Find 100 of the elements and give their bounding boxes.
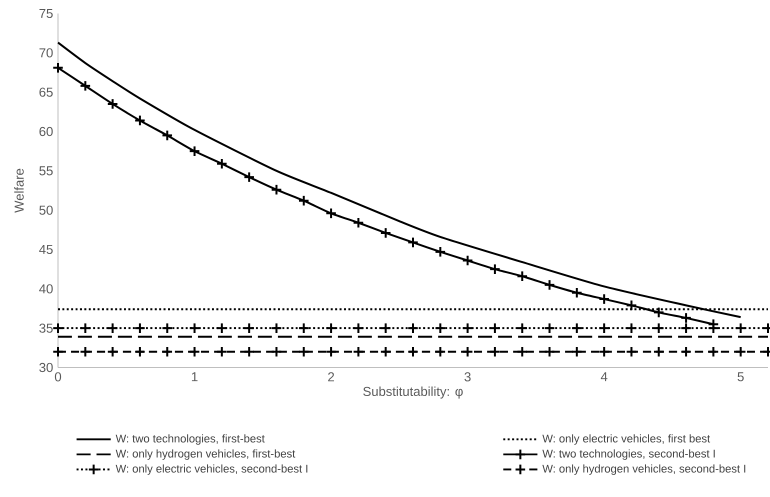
point (708, 322, 720, 334)
x-tick-label: 4 (600, 372, 608, 382)
point (544, 346, 556, 358)
y-tick-label: 40 (39, 284, 53, 294)
point (270, 346, 282, 358)
legend-label: W: only electric vehicles, first best (542, 434, 710, 445)
legend-label: W: only hydrogen vehicles, first-best (116, 449, 296, 460)
point (434, 346, 446, 358)
point (134, 114, 146, 126)
point (626, 346, 638, 358)
legend-label: W: only electric vehicles, second-best I (116, 464, 308, 475)
point (407, 346, 419, 358)
point (626, 322, 638, 334)
point (598, 322, 610, 334)
point (489, 322, 501, 334)
point (325, 208, 337, 220)
point (134, 346, 146, 358)
point (598, 293, 610, 305)
x-tick-label: 3 (464, 372, 471, 382)
point (216, 158, 228, 170)
point (216, 322, 228, 334)
point (325, 322, 337, 334)
point (462, 346, 474, 358)
point (270, 184, 282, 196)
point (571, 286, 583, 299)
point (489, 346, 501, 358)
y-tick-label: 45 (39, 244, 53, 254)
point (161, 322, 174, 334)
point (243, 322, 255, 334)
point (680, 312, 692, 324)
point (325, 346, 337, 358)
point (516, 270, 528, 282)
point (544, 279, 556, 291)
point (462, 254, 474, 266)
point (352, 322, 364, 334)
point (106, 346, 118, 358)
point (652, 322, 665, 334)
point (352, 216, 364, 229)
legend-label: W: only hydrogen vehicles, second-best I (542, 464, 746, 475)
point (188, 322, 200, 334)
point (380, 346, 392, 358)
y-tick-label: 30 (39, 362, 53, 372)
point (516, 322, 528, 334)
point (106, 98, 118, 110)
y-tick-label: 65 (39, 88, 53, 97)
point (434, 246, 446, 258)
point (52, 322, 64, 334)
point (270, 322, 282, 334)
point (380, 227, 392, 239)
point (80, 80, 92, 92)
point (626, 300, 638, 312)
legend-label: W: two technologies, second-best I (542, 449, 715, 460)
x-axis-title: Substitutability: φ (363, 386, 463, 399)
point (680, 346, 692, 358)
point (298, 194, 310, 207)
point (407, 322, 419, 334)
point (544, 322, 556, 334)
point (243, 346, 255, 358)
legend-label: W: two technologies, first-best (116, 434, 265, 445)
point (298, 322, 310, 334)
point (652, 306, 665, 318)
point (243, 171, 255, 183)
point (680, 322, 692, 334)
y-axis-title: Welfare (14, 168, 24, 213)
point (407, 236, 419, 248)
point (298, 346, 310, 358)
point (188, 346, 200, 358)
point (652, 346, 665, 358)
point (52, 346, 64, 358)
y-tick-label: 60 (39, 126, 53, 136)
x-tick-label: 0 (54, 372, 62, 382)
point (52, 62, 64, 74)
point (134, 322, 146, 334)
point (161, 346, 174, 358)
point (80, 322, 92, 334)
x-tick-label: 2 (328, 372, 334, 382)
y-tick-label: 70 (39, 48, 53, 58)
point (106, 322, 118, 334)
point (161, 130, 174, 142)
y-tick-label: 35 (39, 324, 53, 333)
point (571, 322, 583, 334)
point (380, 322, 392, 334)
point (708, 346, 720, 358)
x-tick-label: 5 (738, 372, 744, 382)
point (571, 346, 583, 358)
point (80, 346, 92, 358)
point (352, 346, 364, 358)
x-tick-label: 1 (192, 372, 198, 382)
point (489, 263, 501, 275)
y-tick-label: 55 (39, 166, 53, 176)
point (516, 346, 528, 358)
point (188, 145, 200, 157)
point (216, 346, 228, 358)
point (598, 346, 610, 358)
point (462, 322, 474, 334)
y-tick-label: 75 (39, 8, 53, 18)
point (734, 346, 746, 358)
y-tick-label: 50 (39, 206, 53, 215)
point (734, 322, 746, 334)
point (434, 322, 446, 334)
